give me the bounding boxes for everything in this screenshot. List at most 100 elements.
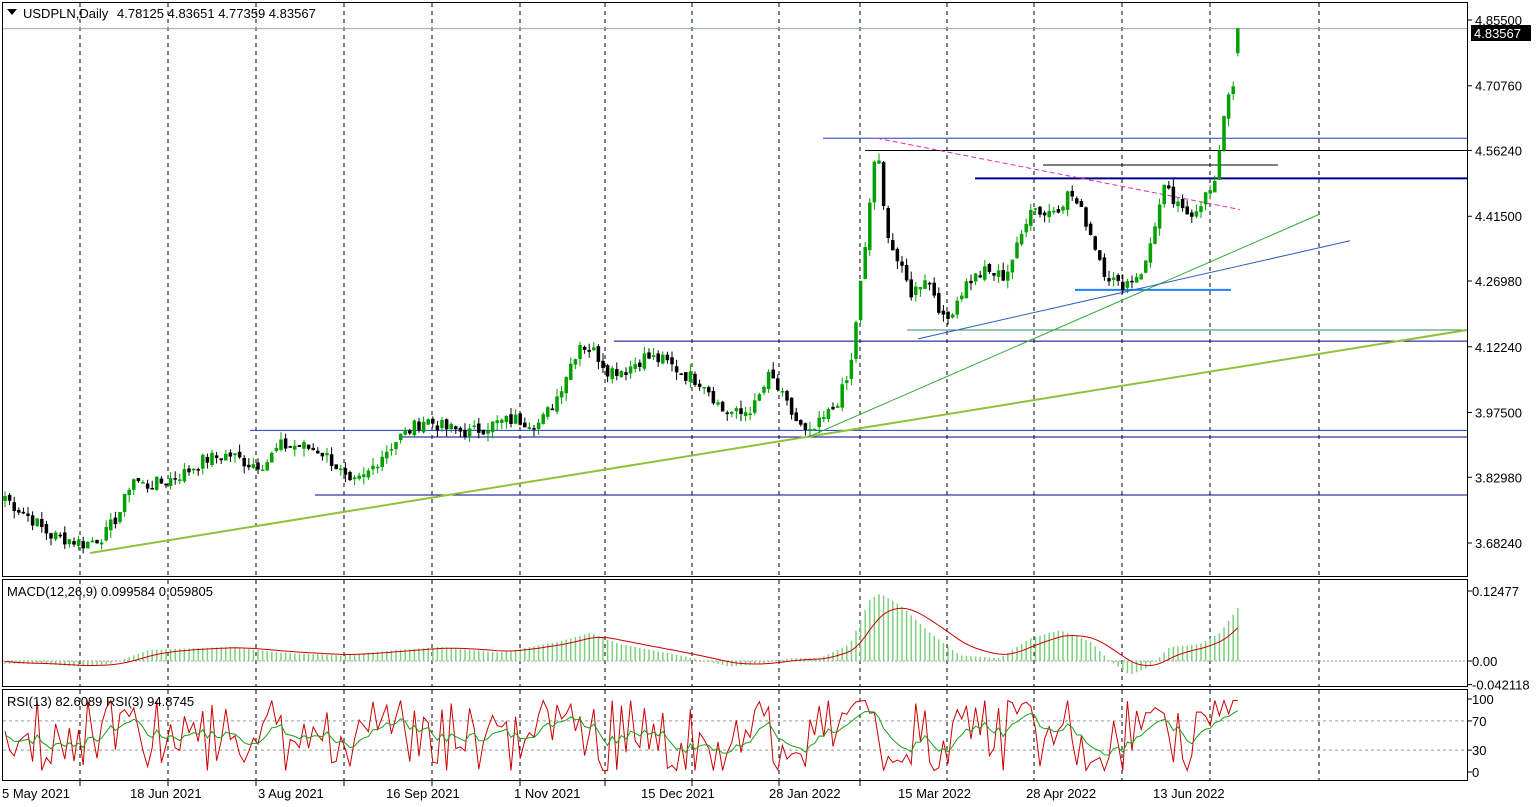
bull-candle-body [868,202,872,251]
bear-candle-body [431,418,435,424]
bear-candle-body [587,349,591,352]
bear-candle-body [647,352,651,359]
price-tick-label: 4.41500 [1475,209,1522,224]
bull-candle-body [155,476,159,490]
rsi-label: RSI(13) 82.6089 RSI(3) 94.8745 [7,694,194,709]
bull-candle-body [76,539,81,546]
time-tick-label: 28 Apr 2022 [1026,786,1096,801]
bull-candle-body [412,420,417,436]
bull-candle-body [339,468,343,471]
rsi-tick-label: 0 [1472,765,1479,780]
bull-candle-body [1144,260,1148,273]
macd-panel[interactable] [2,579,1468,687]
bear-candle-body [932,282,936,296]
bear-candle-body [334,464,338,469]
bear-candle-body [739,408,743,415]
bull-candle-body [1052,210,1056,213]
bear-candle-body [1102,257,1107,277]
bull-candle-body [849,359,854,379]
bull-candle-body [527,427,532,429]
bull-candle-body [1033,208,1038,210]
bull-candle-body [628,366,633,374]
bear-candle-body [532,428,536,430]
bear-candle-body [49,533,53,539]
bull-candle-body [592,347,596,351]
bear-candle-body [785,390,789,401]
bull-candle-body [1019,233,1024,245]
bull-candle-body [642,353,647,369]
bull-candle-body [371,465,375,470]
bull-candle-body [983,266,987,280]
bull-candle-body [541,414,545,424]
bull-candle-body [486,430,490,434]
bull-candle-body [132,479,136,490]
time-tick-label: 3 Aug 2021 [258,786,324,801]
macd-tick-label: 0.12477 [1472,584,1519,599]
bull-candle-body [265,462,269,471]
bear-candle-body [435,425,440,431]
bear-candle-body [1079,201,1084,207]
bull-candle-body [449,423,453,430]
bear-candle-body [992,272,996,276]
bear-candle-body [720,401,725,412]
bull-candle-body [716,402,720,405]
price-tick-label: 4.26980 [1475,274,1522,289]
bull-candle-body [104,527,108,541]
bear-candle-body [679,373,683,376]
bear-candle-body [26,513,30,516]
bear-candle-body [463,429,467,437]
bull-candle-body [1065,191,1070,210]
time-tick-label: 15 Dec 2021 [641,786,715,801]
time-tick-label: 5 May 2021 [2,786,70,801]
bear-candle-body [831,406,835,410]
bull-candle-body [403,429,407,435]
time-tick-label: 13 Jun 2022 [1153,786,1225,801]
current-price-tag [1471,25,1531,41]
bull-candle-body [826,408,831,420]
bear-candle-body [1098,250,1102,260]
price-panel[interactable] [2,2,1468,577]
dropdown-triangle-icon[interactable] [7,9,17,15]
bull-candle-body [1213,180,1217,193]
bear-candle-body [164,483,168,486]
bull-candle-body [1157,204,1162,229]
bull-candle-body [224,453,228,461]
bear-candle-body [881,161,886,206]
bear-candle-body [789,397,794,415]
bull-candle-body [918,286,923,290]
bear-candle-body [187,468,191,473]
bear-candle-body [799,420,803,425]
bull-candle-body [53,532,58,540]
bull-candle-body [302,442,306,449]
bull-candle-body [536,422,541,429]
bull-candle-body [996,270,1001,277]
bear-candle-body [946,311,950,319]
bull-candle-body [1125,281,1130,288]
rsi-panel[interactable] [2,689,1468,781]
bear-candle-body [214,455,219,458]
green-trend-line [807,213,1321,438]
bull-candle-body [610,368,614,380]
dashed-resistance-line [876,137,1241,211]
bull-candle-body [1148,243,1153,263]
bull-candle-body [472,425,476,428]
bear-candle-body [1001,270,1005,281]
bear-candle-body [1167,185,1171,189]
price-tick-label: 3.68240 [1475,536,1522,551]
bull-candle-body [380,456,384,467]
bear-candle-body [205,456,210,463]
bull-candle-body [1194,211,1199,217]
bear-candle-body [219,458,223,461]
bear-candle-body [12,502,16,511]
bear-candle-body [596,346,601,363]
bear-candle-body [624,372,628,375]
bull-candle-body [168,478,173,487]
bull-candle-body [366,470,371,478]
bear-candle-body [674,366,679,373]
bear-candle-body [1042,212,1047,216]
bull-candle-body [743,412,748,417]
bull-candle-body [702,387,706,389]
bear-candle-body [1130,280,1134,283]
bear-candle-body [417,421,421,431]
